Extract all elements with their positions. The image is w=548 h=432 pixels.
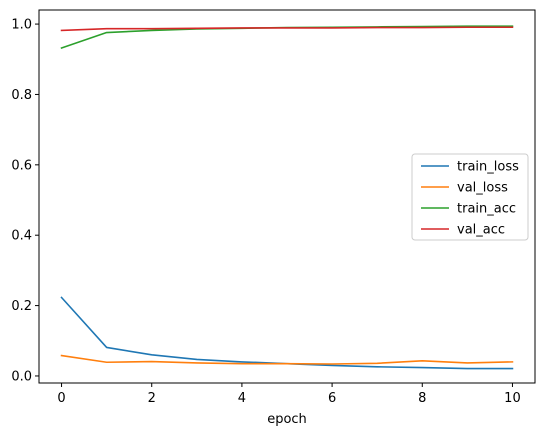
y-tick-label: 0.8 xyxy=(11,88,32,103)
x-tick-label: 6 xyxy=(328,391,336,406)
x-tick-label: 4 xyxy=(238,391,246,406)
series-lines xyxy=(60,25,514,370)
y-tick-label: 1.0 xyxy=(11,18,32,33)
legend-entry-label: train_acc xyxy=(457,202,516,217)
plot-area-frame xyxy=(38,9,536,384)
y-tick-label: 0.6 xyxy=(11,158,32,173)
x-tick-label: 10 xyxy=(504,391,521,406)
y-axis-ticks: 0.0 0.2 0.4 0.6 0.8 1.0 xyxy=(11,18,39,384)
series-line-train-acc xyxy=(60,25,514,50)
series-line-val-loss xyxy=(60,354,514,365)
series-line-val-acc xyxy=(60,26,514,32)
legend-box xyxy=(411,153,529,241)
series-line-train-loss xyxy=(60,296,514,370)
legend-entry-label: train_loss xyxy=(457,160,519,175)
legend: train_loss val_loss train_acc val_acc xyxy=(411,153,529,241)
x-tick-label: 8 xyxy=(418,391,426,406)
y-tick-label: 0.4 xyxy=(11,229,32,244)
x-axis-label: epoch xyxy=(267,412,307,427)
x-tick-label: 0 xyxy=(57,391,65,406)
y-tick-label: 0.2 xyxy=(11,299,32,314)
legend-entry-label: val_acc xyxy=(457,223,505,238)
x-axis-ticks: 0 2 4 6 8 10 xyxy=(57,383,521,406)
y-tick-label: 0.0 xyxy=(11,369,32,384)
x-tick-label: 2 xyxy=(148,391,156,406)
legend-entry-label: val_loss xyxy=(457,181,508,196)
